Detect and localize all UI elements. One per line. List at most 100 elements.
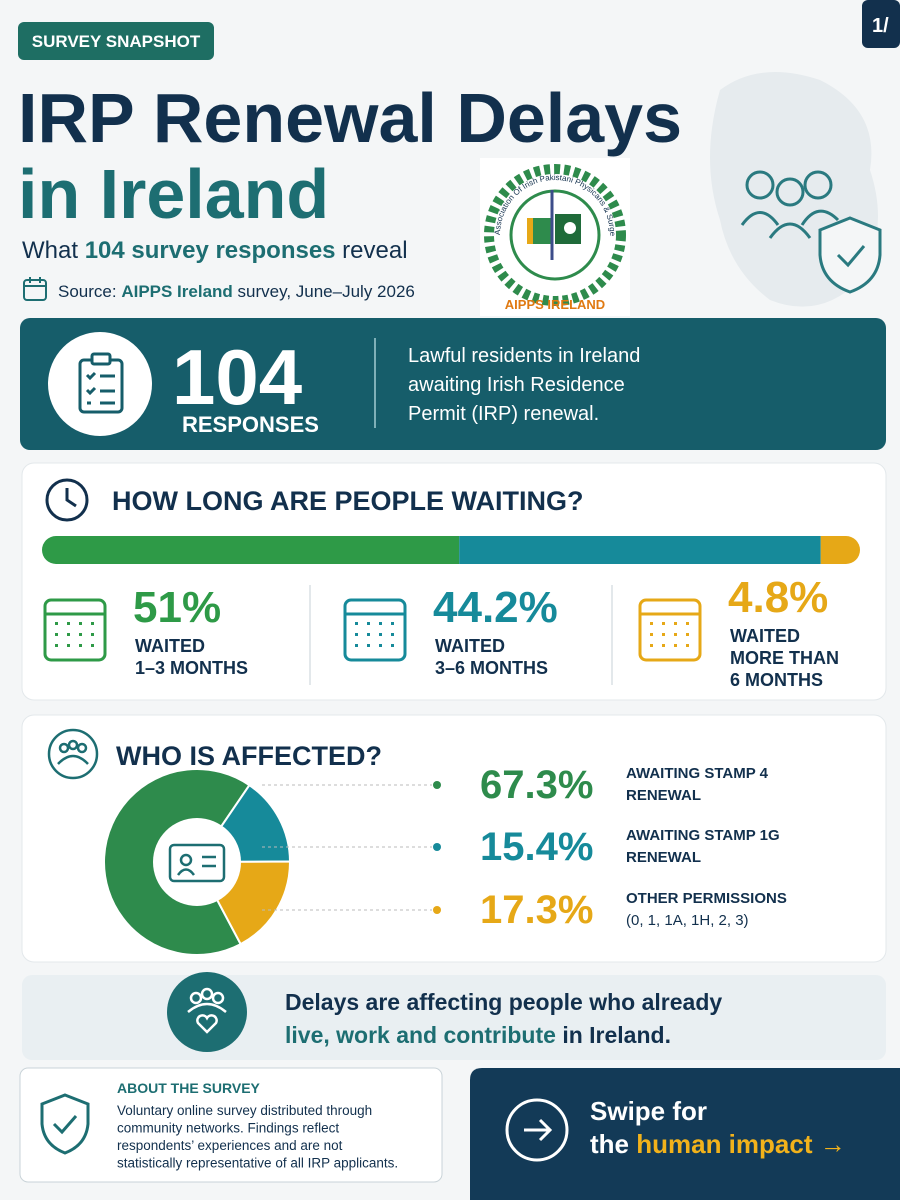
- title-line: IRP Renewal Delays: [18, 79, 682, 157]
- message-highlight: live, work and contribute: [285, 1022, 556, 1048]
- calendar-icon: [23, 277, 47, 301]
- cta-arrow[interactable]: [524, 1118, 553, 1142]
- subtitle-highlight: 104 survey responses: [85, 237, 336, 264]
- calendar-dot: [367, 633, 370, 636]
- caption: AWAITING STAMP 1G: [626, 827, 780, 844]
- section-heading: WHO IS AFFECTED?: [116, 741, 382, 771]
- calendar-dot: [650, 633, 653, 636]
- id-card-icon: [168, 843, 226, 883]
- badge-text: SURVEY SNAPSHOT: [32, 32, 201, 51]
- calendar-icon: [43, 598, 107, 662]
- calendar-dot: [674, 644, 677, 647]
- message-line: Delays are affecting people who already: [285, 989, 722, 1015]
- caption: 1–3 MONTHS: [135, 658, 248, 678]
- calendar-body: [343, 598, 407, 662]
- percentage: 44.2%: [433, 583, 558, 632]
- people-shield-icon: [740, 170, 882, 294]
- page-indicator-box: [862, 0, 900, 48]
- bar-segment: [820, 536, 860, 564]
- calendar-dot: [662, 644, 665, 647]
- subtitle-part: What: [22, 237, 85, 264]
- leader-dot: [433, 781, 441, 789]
- donut-hole: [153, 818, 241, 906]
- responses-description: awaiting Irish Residence: [408, 374, 625, 396]
- calendar-dot: [55, 644, 58, 647]
- responses-banner: [20, 318, 886, 450]
- caption: WAITED: [135, 636, 205, 656]
- calendar-dot: [91, 644, 94, 647]
- clipboard-icon: [78, 352, 124, 414]
- subtitle: What 104 survey responses reveal: [22, 237, 408, 264]
- bar-segment: [42, 536, 460, 564]
- calendar-dot: [391, 633, 394, 636]
- calendar-dot: [650, 644, 653, 647]
- calendar-dot: [67, 633, 70, 636]
- leader-dot: [433, 843, 441, 851]
- about-text: statistically representative of all IRP …: [117, 1156, 398, 1171]
- community-circle: [167, 972, 247, 1052]
- badge: [18, 22, 214, 60]
- calendar-dot: [79, 633, 82, 636]
- percentage: 4.8%: [728, 573, 828, 622]
- section-heading: HOW LONG ARE PEOPLE WAITING?: [112, 486, 584, 516]
- caption: MORE THAN: [730, 648, 839, 668]
- calendar-dot: [91, 622, 94, 625]
- calendar-dot: [367, 644, 370, 647]
- calendar-dot: [67, 622, 70, 625]
- caption: 6 MONTHS: [730, 670, 823, 690]
- calendar-dot: [686, 644, 689, 647]
- source: Source: AIPPS Ireland survey, June–July …: [58, 282, 415, 301]
- percentage: 67.3%: [480, 763, 593, 807]
- responses-label: RESPONSES: [182, 412, 319, 437]
- caption: WAITED: [435, 636, 505, 656]
- calendar-dot: [379, 644, 382, 647]
- calendar-icon: [638, 598, 702, 662]
- responses-description: Permit (IRP) renewal.: [408, 403, 599, 425]
- percentage: 15.4%: [480, 825, 593, 869]
- calendar-body: [638, 598, 702, 662]
- community-icon: [187, 987, 227, 1034]
- about-heading: ABOUT THE SURVEY: [117, 1080, 261, 1096]
- waiting-card: [21, 462, 887, 701]
- caption: OTHER PERMISSIONS: [626, 890, 787, 907]
- cta-arrow-circle[interactable]: [505, 1098, 569, 1162]
- about-text: Voluntary online survey distributed thro…: [117, 1103, 372, 1118]
- calendar-dot: [650, 622, 653, 625]
- people-icon: [47, 728, 99, 780]
- calendar-dot: [67, 644, 70, 647]
- leader-dot: [433, 906, 441, 914]
- calendar-dot: [686, 633, 689, 636]
- calendar-dot: [91, 633, 94, 636]
- calendar-dot: [55, 622, 58, 625]
- calendar-icon: [343, 598, 407, 662]
- subtitle-part: reveal: [336, 237, 408, 264]
- calendar-body: [43, 598, 107, 662]
- percentage: 17.3%: [480, 888, 593, 932]
- calendar-dot: [379, 622, 382, 625]
- calendar-dot: [662, 633, 665, 636]
- bar-segment: [459, 536, 821, 564]
- about-text: community networks. Findings reflect: [117, 1121, 339, 1136]
- calendar-dot: [674, 633, 677, 636]
- cta-line[interactable]: the human impact →: [590, 1129, 846, 1159]
- calendar-dot: [379, 633, 382, 636]
- caption: AWAITING STAMP 4: [626, 765, 769, 782]
- percentage: 51%: [133, 583, 221, 632]
- cta-box[interactable]: [470, 1068, 900, 1200]
- clipboard-circle: [48, 332, 152, 436]
- about-text: respondents’ experiences and are not: [117, 1138, 343, 1153]
- about-card: [19, 1067, 443, 1183]
- responses-description: Lawful residents in Ireland: [408, 345, 640, 367]
- page-indicator: 1/: [872, 15, 889, 37]
- caption: (0, 1, 1A, 1H, 2, 3): [626, 912, 749, 929]
- source-highlight: AIPPS Ireland: [121, 282, 232, 301]
- cta-highlight[interactable]: human impact →: [636, 1129, 845, 1159]
- calendar-dot: [662, 622, 665, 625]
- message-line: live, work and contribute in Ireland.: [285, 1022, 671, 1048]
- responses-number: 104: [172, 333, 302, 421]
- cta-part[interactable]: the: [590, 1129, 636, 1159]
- caption: RENEWAL: [626, 787, 701, 804]
- calendar-dot: [355, 622, 358, 625]
- caption: WAITED: [730, 626, 800, 646]
- cta-line[interactable]: Swipe for: [590, 1096, 707, 1126]
